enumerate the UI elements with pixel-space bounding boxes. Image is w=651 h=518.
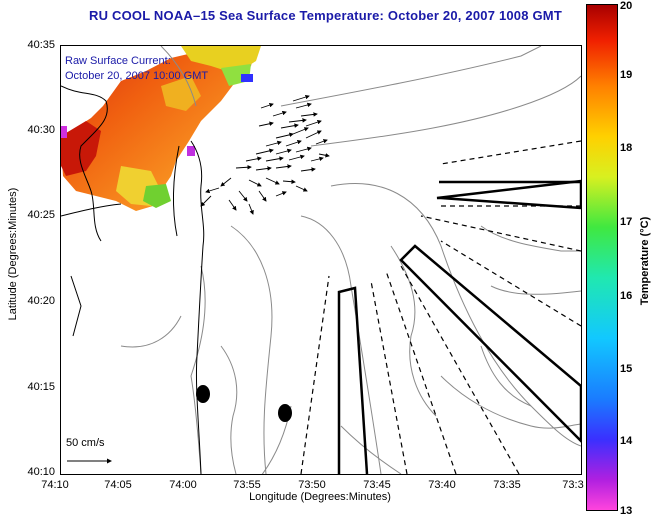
colorbar-tick: 20 bbox=[620, 0, 633, 12]
colorbar-tick: 16 bbox=[620, 290, 633, 302]
y-tick-label: 40:30 bbox=[27, 124, 55, 136]
x-tick-label: 74:00 bbox=[169, 479, 197, 491]
x-tick-label: 74:05 bbox=[104, 479, 132, 491]
restricted-area-outlines bbox=[337, 179, 581, 474]
y-tick-label: 40:25 bbox=[27, 209, 55, 221]
temperature-colorbar bbox=[586, 4, 618, 511]
colorbar-label: Temperature (°C) bbox=[639, 216, 651, 306]
colorbar-tick: 15 bbox=[620, 363, 633, 375]
sst-green-south bbox=[143, 184, 171, 208]
current-legend-line: Raw Surface Current: bbox=[65, 55, 171, 67]
sst-hot-patch bbox=[61, 121, 101, 176]
x-tick-label: 73:35 bbox=[493, 479, 521, 491]
current-legend-line: October 20, 2007 10:00 GMT bbox=[65, 70, 209, 82]
scale-label: 50 cm/s bbox=[66, 437, 105, 449]
sst-magenta-pixel bbox=[187, 146, 195, 156]
map-canvas bbox=[61, 46, 581, 474]
colorbar-tick: 18 bbox=[620, 142, 633, 154]
sst-warm-region bbox=[61, 46, 256, 211]
current-legend: Raw Surface Current: October 20, 2007 10… bbox=[65, 54, 208, 84]
surface-current-vectors bbox=[200, 94, 330, 215]
x-tick-label: 73:40 bbox=[428, 479, 456, 491]
y-tick-label: 40:20 bbox=[27, 295, 55, 307]
x-tick-label: 73:55 bbox=[233, 479, 261, 491]
buoy-marker bbox=[196, 385, 210, 403]
y-tick-label: 40:15 bbox=[27, 381, 55, 393]
buoy-marker bbox=[278, 404, 292, 422]
x-axis-label: Longitude (Degrees:Minutes) bbox=[249, 491, 391, 503]
sst-swath bbox=[61, 46, 261, 211]
y-tick-label: 40:35 bbox=[27, 39, 55, 51]
radar-track-lines bbox=[300, 140, 581, 474]
colorbar-tick: 13 bbox=[620, 505, 633, 517]
colorbar-tick: 17 bbox=[620, 216, 633, 228]
x-tick-label: 73:3 bbox=[562, 479, 584, 491]
y-tick-label: 40:10 bbox=[27, 466, 55, 478]
x-tick-label: 73:45 bbox=[363, 479, 391, 491]
colorbar-tick: 14 bbox=[620, 435, 633, 447]
colorbar-tick: 19 bbox=[620, 69, 633, 81]
depth-contours bbox=[120, 46, 581, 474]
map-title: RU COOL NOAA–15 Sea Surface Temperature:… bbox=[89, 8, 562, 23]
map-plot-area bbox=[60, 45, 582, 475]
sst-magenta-edge bbox=[61, 126, 67, 138]
sst-blue-pixel bbox=[241, 74, 253, 82]
x-tick-label: 73:50 bbox=[298, 479, 326, 491]
x-tick-label: 74:10 bbox=[41, 479, 69, 491]
sst-yellow-patch bbox=[161, 76, 201, 111]
